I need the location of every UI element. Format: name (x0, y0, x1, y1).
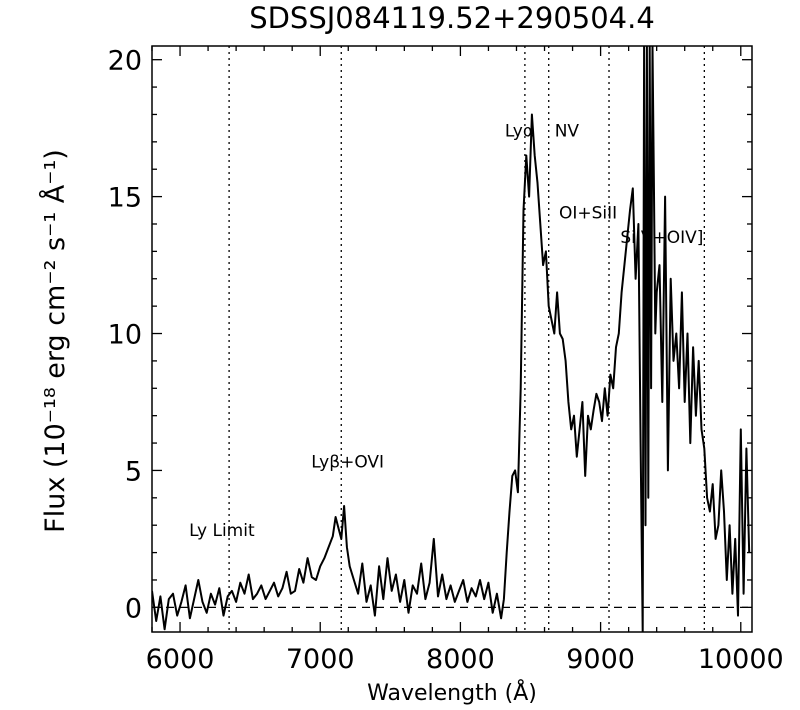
x-axis-title: Wavelength (Å) (367, 679, 537, 706)
plot-area: 6000 7000 8000 9000 10000 0 5 10 15 20 Ly Limit Lyβ… (108, 45, 784, 675)
y-tick-label: 15 (108, 183, 142, 214)
line-label: Ly Limit (189, 521, 255, 541)
y-tick-label: 0 (125, 593, 142, 624)
line-label: OI+SiII (559, 204, 617, 224)
x-tick-label: 9000 (566, 644, 635, 675)
y-tick-label: 20 (108, 46, 142, 77)
y-tick-label: 10 (108, 320, 142, 351)
y-tick-label: 5 (125, 456, 142, 487)
plot-frame (151, 45, 753, 633)
line-label: NV (555, 121, 580, 141)
line-label: Lyα (505, 121, 534, 141)
x-tick-label: 8000 (426, 644, 495, 675)
line-label: Lyβ+OVI (311, 453, 384, 473)
y-axis-title: Flux (10⁻¹⁸ erg cm⁻² s⁻¹ Å⁻¹) (39, 149, 71, 533)
chart-title: SDSSJ084119.52+290504.4 (249, 1, 655, 35)
line-label: SiIV+OIV] (620, 228, 703, 248)
x-tick-label: 10000 (698, 644, 784, 675)
x-tick-label: 6000 (146, 644, 215, 675)
spectrum-line (152, 46, 751, 632)
x-tick-label: 7000 (286, 644, 355, 675)
